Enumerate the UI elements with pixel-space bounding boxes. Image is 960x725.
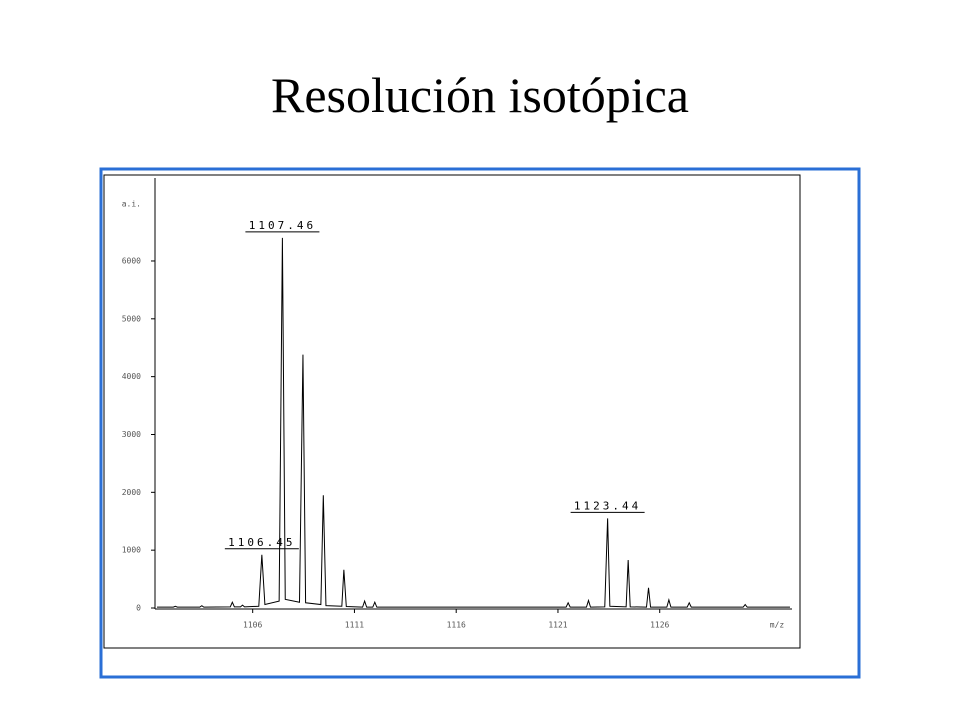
- y-tick-label: 3000: [122, 430, 141, 439]
- x-tick-label: 1121: [548, 621, 567, 630]
- peak-label: 1106.45: [228, 536, 295, 549]
- y-tick-label: 0: [136, 604, 141, 613]
- plot-box: [103, 174, 801, 649]
- y-tick-label: 5000: [122, 314, 141, 323]
- y-tick-label: 6000: [122, 256, 141, 265]
- y-tick-label: 1000: [122, 546, 141, 555]
- x-tick-label: 1126: [650, 621, 669, 630]
- peak-label: 1107.46: [249, 219, 316, 232]
- y-axis-label: a.i.: [122, 200, 141, 209]
- spectrum-line: [157, 237, 790, 608]
- slide-title: Resolución isotópica: [271, 67, 689, 123]
- x-tick-label: 1116: [447, 621, 466, 630]
- x-axis-label: m/z: [770, 621, 785, 630]
- y-tick-label: 2000: [122, 488, 141, 497]
- peak-label: 1123.44: [574, 499, 641, 512]
- x-tick-label: 1106: [243, 621, 262, 630]
- frame: [99, 167, 861, 679]
- y-tick-label: 4000: [122, 372, 141, 381]
- x-tick-label: 1111: [345, 621, 364, 630]
